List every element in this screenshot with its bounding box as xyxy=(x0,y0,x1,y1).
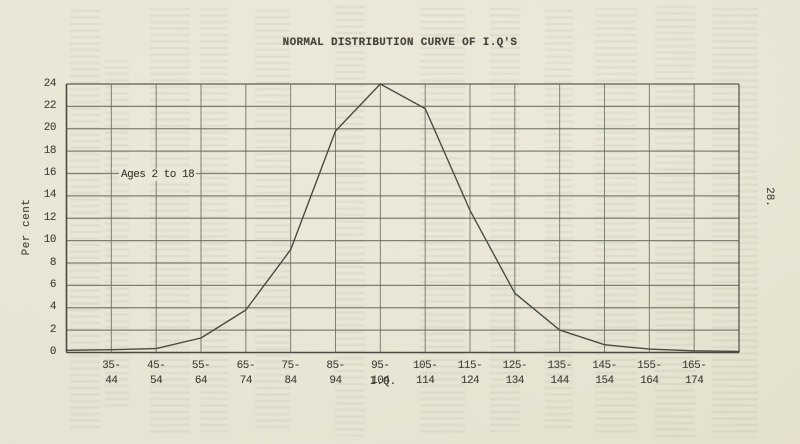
y-axis-tick-label: 6 xyxy=(49,278,57,291)
x-axis-tick-label: 135- 144 xyxy=(547,360,572,387)
x-axis-tick-label: 95- 104 xyxy=(371,360,390,387)
y-axis-tick-label: 24 xyxy=(43,77,57,90)
bleed-through-text xyxy=(655,6,695,438)
x-axis-tick-label: 85- 94 xyxy=(326,360,345,387)
bleed-through-text xyxy=(545,10,573,428)
bleed-through-text xyxy=(595,8,637,436)
x-axis-tick-label: 145- 154 xyxy=(592,360,617,387)
bleed-through-text xyxy=(200,8,228,432)
bleed-through-text xyxy=(335,6,365,436)
y-axis-tick-label: 20 xyxy=(43,122,57,135)
x-axis-tick-label: 105- 114 xyxy=(412,360,438,387)
y-axis-tick-label: 4 xyxy=(49,301,57,314)
x-axis-tick-label: 75- 84 xyxy=(281,360,301,387)
x-axis-tick-label: 125- 134 xyxy=(502,360,528,387)
y-axis-tick-label: 10 xyxy=(43,234,57,247)
bleed-through-text xyxy=(105,60,129,410)
bleed-through-text xyxy=(255,10,290,430)
x-axis-tick-label: 115- 124 xyxy=(457,360,483,387)
y-axis-tick-label: 12 xyxy=(43,211,57,224)
y-axis-tick-label: 16 xyxy=(43,167,57,179)
page-number: 28. xyxy=(763,187,775,207)
x-axis-tick-label: 155- 164 xyxy=(637,360,662,387)
y-axis-tick-label: 22 xyxy=(43,99,57,112)
y-axis-tick-label: 2 xyxy=(49,323,57,336)
x-axis-tick-label: 165- 174 xyxy=(681,360,707,387)
x-axis-tick-label: 55- 64 xyxy=(191,360,211,387)
annotation-ages: Ages 2 to 18 xyxy=(119,168,197,181)
y-axis-tick-label: 14 xyxy=(43,189,57,202)
bleed-through-text xyxy=(420,8,465,436)
x-axis-tick-label: 35- 44 xyxy=(102,360,121,387)
y-axis-tick-label: 0 xyxy=(49,346,57,358)
bleed-through-text xyxy=(712,8,758,438)
chart-title: NORMAL DISTRIBUTION CURVE OF I.Q'S xyxy=(282,37,518,49)
x-axis-title: I.Q. xyxy=(369,376,397,388)
y-axis-tick-label: 8 xyxy=(49,256,57,269)
y-axis-tick-label: 18 xyxy=(43,144,57,157)
distribution-curve xyxy=(65,83,740,353)
x-axis-tick-label: 45- 54 xyxy=(147,360,166,387)
bleed-through-text xyxy=(70,10,100,430)
x-axis-tick-label: 65- 74 xyxy=(236,360,256,387)
